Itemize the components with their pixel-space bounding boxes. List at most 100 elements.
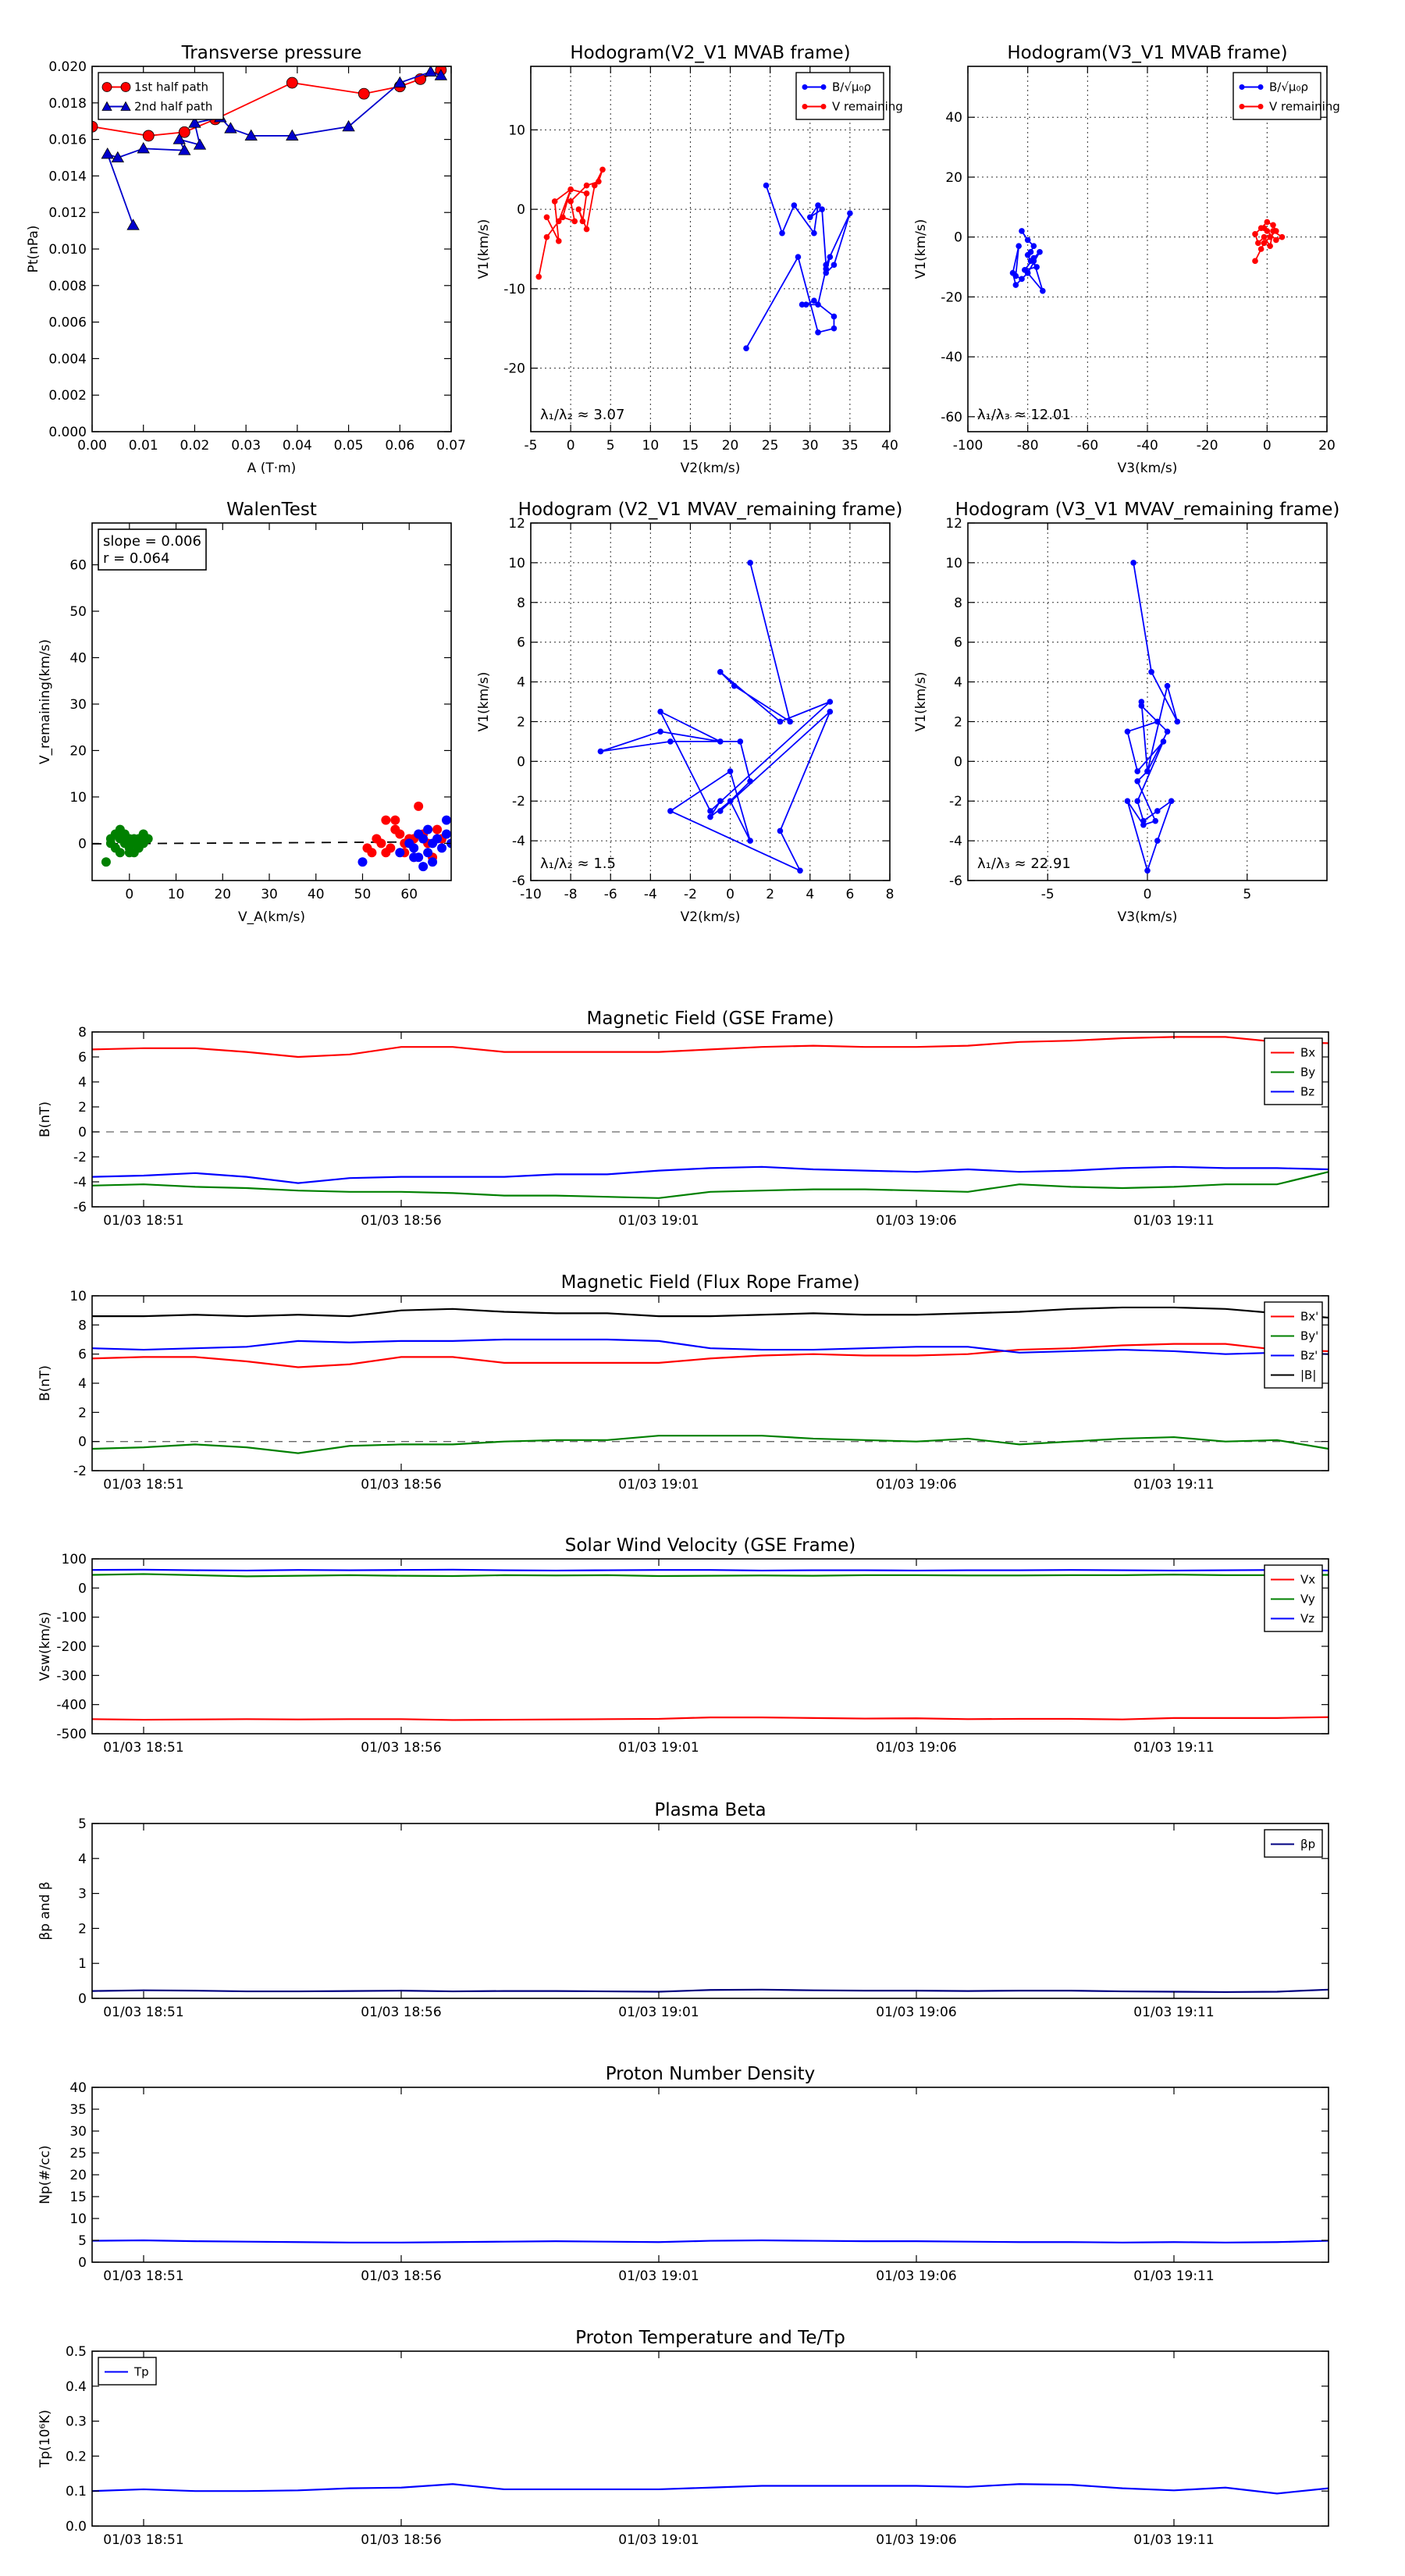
y-tick-label: 4 xyxy=(78,1376,87,1392)
legend-marker xyxy=(120,82,131,92)
data-point xyxy=(727,768,734,774)
y-axis-label: V1(km/s) xyxy=(476,219,492,279)
data-point xyxy=(831,313,838,320)
chart-title: Magnetic Field (GSE Frame) xyxy=(587,1009,834,1029)
data-point xyxy=(381,848,391,858)
legend-marker xyxy=(1257,104,1264,109)
x-tick-label: 10 xyxy=(168,887,185,902)
data-point xyxy=(1024,251,1031,258)
chart-title: Solar Wind Velocity (GSE Frame) xyxy=(565,1535,855,1556)
y-tick-label: -20 xyxy=(941,290,962,305)
y-tick-label: -200 xyxy=(56,1639,87,1655)
chart-title: WalenTest xyxy=(226,500,317,520)
data-point xyxy=(791,202,798,208)
y-tick-label: 4 xyxy=(78,1075,87,1091)
y-tick-label: -400 xyxy=(56,1698,87,1713)
legend-marker xyxy=(101,82,112,92)
y-tick-label: 30 xyxy=(69,697,87,713)
legend-marker xyxy=(1257,84,1264,90)
y-axis-label: V1(km/s) xyxy=(913,219,929,279)
data-point xyxy=(747,777,753,785)
data-point xyxy=(827,708,834,715)
data-point xyxy=(1030,243,1037,249)
data-point xyxy=(1261,225,1268,231)
data-point xyxy=(743,345,749,351)
plot-frame xyxy=(91,1031,1329,1208)
data-point xyxy=(381,815,391,825)
y-tick-label: 8 xyxy=(517,596,525,611)
y-axis-label: V1(km/s) xyxy=(476,672,492,732)
y-axis-label: Np(#/cc) xyxy=(37,2145,53,2204)
data-point xyxy=(571,218,578,225)
data-point xyxy=(244,129,258,141)
legend-label: Bz' xyxy=(1300,1349,1318,1363)
data-point xyxy=(1160,738,1167,745)
chart-title: Proton Number Density xyxy=(606,2064,816,2084)
y-tick-label: 0.4 xyxy=(66,2379,87,2395)
x-tick-label: 5 xyxy=(1243,887,1251,902)
data-point xyxy=(224,122,237,133)
y-tick-label: 40 xyxy=(945,110,962,126)
y-tick-label: -40 xyxy=(941,350,962,365)
data-point xyxy=(395,848,405,858)
y-tick-label: -100 xyxy=(56,1610,87,1626)
x-tick-label: 30 xyxy=(802,438,819,454)
series-line-2 xyxy=(92,1435,1329,1454)
data-point xyxy=(1255,240,1261,247)
chart-title: Hodogram(V3_V1 MVAB frame) xyxy=(1007,43,1287,63)
series-line-3 xyxy=(92,1568,1329,1572)
data-point xyxy=(827,699,834,705)
data-point xyxy=(423,848,433,858)
x-tick-label: 01/03 19:01 xyxy=(618,1213,699,1229)
legend: Bx' By' Bz' |B| xyxy=(1264,1301,1323,1389)
legend: Vx Vy Vz xyxy=(1264,1564,1323,1632)
data-point xyxy=(583,182,590,189)
x-tick-label: 01/03 19:06 xyxy=(876,1213,956,1229)
data-point xyxy=(428,857,438,867)
chart-hodogram-v2v1-mvab: Hodogram(V2_V1 MVAB frame) -5 0 5 10 15 20 25 30… xyxy=(476,43,903,476)
legend-label: B/√μ₀ρ xyxy=(832,80,871,94)
x-tick-label: 0.03 xyxy=(231,438,261,454)
data-point xyxy=(731,682,738,689)
y-axis-label: B(nT) xyxy=(37,1365,53,1401)
data-point xyxy=(543,233,550,240)
x-tick-label: 8 xyxy=(886,887,895,902)
data-point xyxy=(657,728,663,735)
y-axis-label: Tp(10⁶K) xyxy=(37,2410,53,2468)
y-tick-label: 2 xyxy=(954,714,962,730)
data-point xyxy=(777,718,784,725)
x-tick-label: -20 xyxy=(1197,438,1218,454)
data-point xyxy=(787,718,794,725)
x-tick-label: 01/03 19:01 xyxy=(618,1477,699,1493)
x-tick-label: 01/03 18:56 xyxy=(361,2005,441,2020)
y-tick-label: 0.004 xyxy=(48,351,87,367)
x-tick-label: 01/03 18:51 xyxy=(103,1213,183,1229)
data-point xyxy=(1138,699,1145,705)
x-tick-label: 01/03 19:01 xyxy=(618,2532,699,2548)
legend-marker xyxy=(1239,104,1245,109)
x-tick-label: 4 xyxy=(806,887,814,902)
x-tick-label: 01/03 18:51 xyxy=(103,2532,183,2548)
x-tick-label: 5 xyxy=(606,438,615,454)
data-point xyxy=(667,808,674,814)
x-tick-label: -5 xyxy=(525,438,538,454)
data-point xyxy=(815,202,821,208)
data-point xyxy=(1257,246,1264,252)
x-tick-label: 0.06 xyxy=(385,438,414,454)
chart-title: Transverse pressure xyxy=(181,43,362,63)
data-point xyxy=(342,119,355,132)
legend-marker xyxy=(820,84,827,90)
x-tick-label: 01/03 18:51 xyxy=(103,2005,183,2020)
y-tick-label: 10 xyxy=(508,556,525,571)
data-point xyxy=(1124,798,1131,805)
data-point xyxy=(555,238,562,244)
y-tick-label: 2 xyxy=(78,1405,87,1421)
data-point xyxy=(1037,249,1043,255)
data-point xyxy=(124,848,134,858)
x-tick-label: 40 xyxy=(881,438,898,454)
data-point xyxy=(142,130,155,142)
y-tick-label: 0.014 xyxy=(48,169,87,184)
y-tick-label: 15 xyxy=(69,2190,87,2205)
x-tick-label: 01/03 18:56 xyxy=(361,1213,441,1229)
data-point xyxy=(717,798,724,805)
